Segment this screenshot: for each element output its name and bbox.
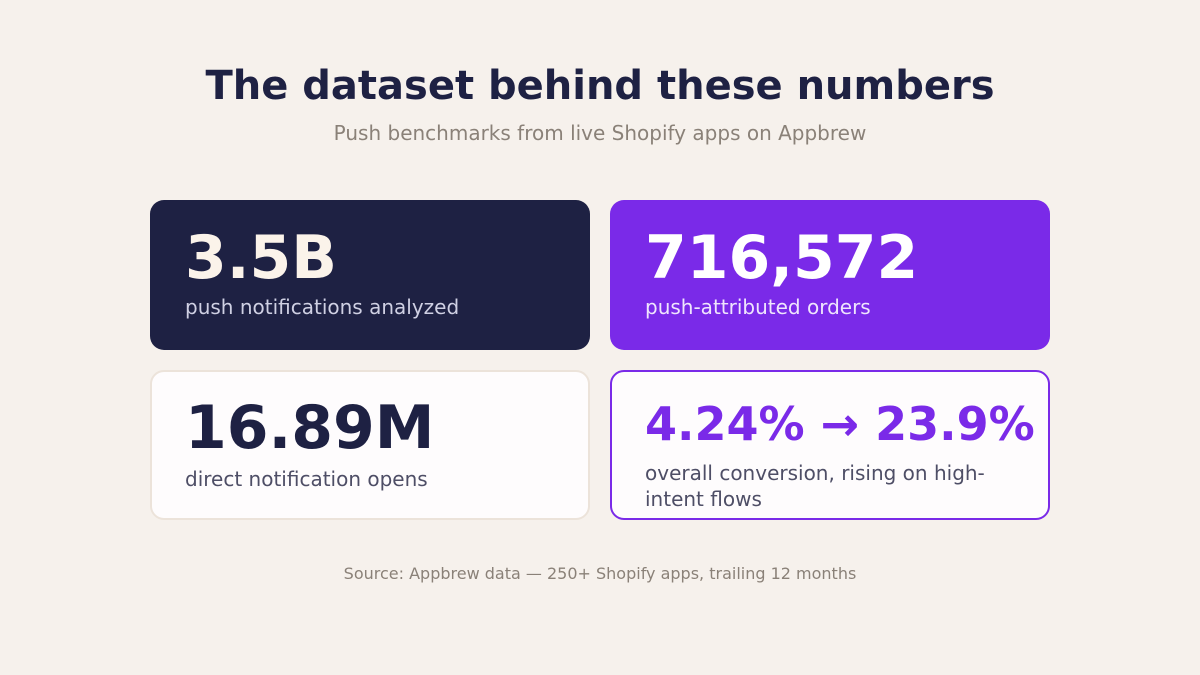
stat-card-orders: 716,572 push-attributed orders xyxy=(610,200,1050,350)
stat-value: 16.89M xyxy=(185,393,435,463)
stat-label: push notifications analyzed xyxy=(185,295,460,319)
stat-label: overall conversion, rising on high-inten… xyxy=(645,461,985,511)
stat-value: 716,572 xyxy=(645,223,919,293)
stat-value: 3.5B xyxy=(185,223,338,293)
stat-card-conversion: 4.24% → 23.9% overall conversion, rising… xyxy=(610,370,1050,520)
stat-label: direct notification opens xyxy=(185,467,428,491)
source-note: Source: Appbrew data — 250+ Shopify apps… xyxy=(343,564,857,583)
page-subtitle: Push benchmarks from live Shopify apps o… xyxy=(333,121,867,145)
stat-value: 4.24% → 23.9% xyxy=(645,397,1035,451)
page-title: The dataset behind these numbers xyxy=(205,63,995,109)
stat-card-opens: 16.89M direct notification opens xyxy=(150,370,590,520)
stat-label: push-attributed orders xyxy=(645,295,871,319)
stat-card-notifications: 3.5B push notifications analyzed xyxy=(150,200,590,350)
